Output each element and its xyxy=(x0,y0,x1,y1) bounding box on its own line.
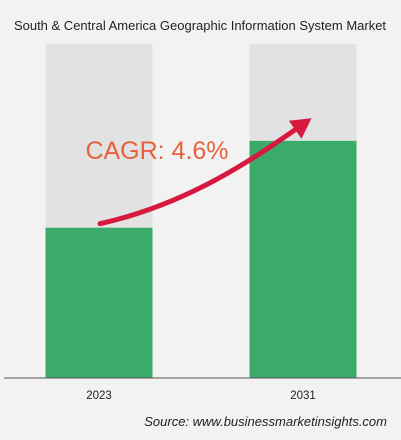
x-tick-label-2023: 2023 xyxy=(86,390,112,402)
cagr-label: CAGR: 4.6% xyxy=(85,137,228,165)
bar-group xyxy=(45,44,357,378)
source-text: Source: www.businessmarketinsights.com xyxy=(144,414,387,429)
chart-title: South & Central America Geographic Infor… xyxy=(14,18,386,33)
x-tick-label-2031: 2031 xyxy=(290,390,316,402)
cagr-arrow xyxy=(97,118,312,227)
cagr-arrow-curve xyxy=(97,120,308,227)
x-axis-ticks: 2023 2031 xyxy=(86,390,316,402)
bar-2031 xyxy=(249,140,357,378)
bar-2023 xyxy=(45,227,153,378)
cagr-arrow-head xyxy=(288,118,312,139)
